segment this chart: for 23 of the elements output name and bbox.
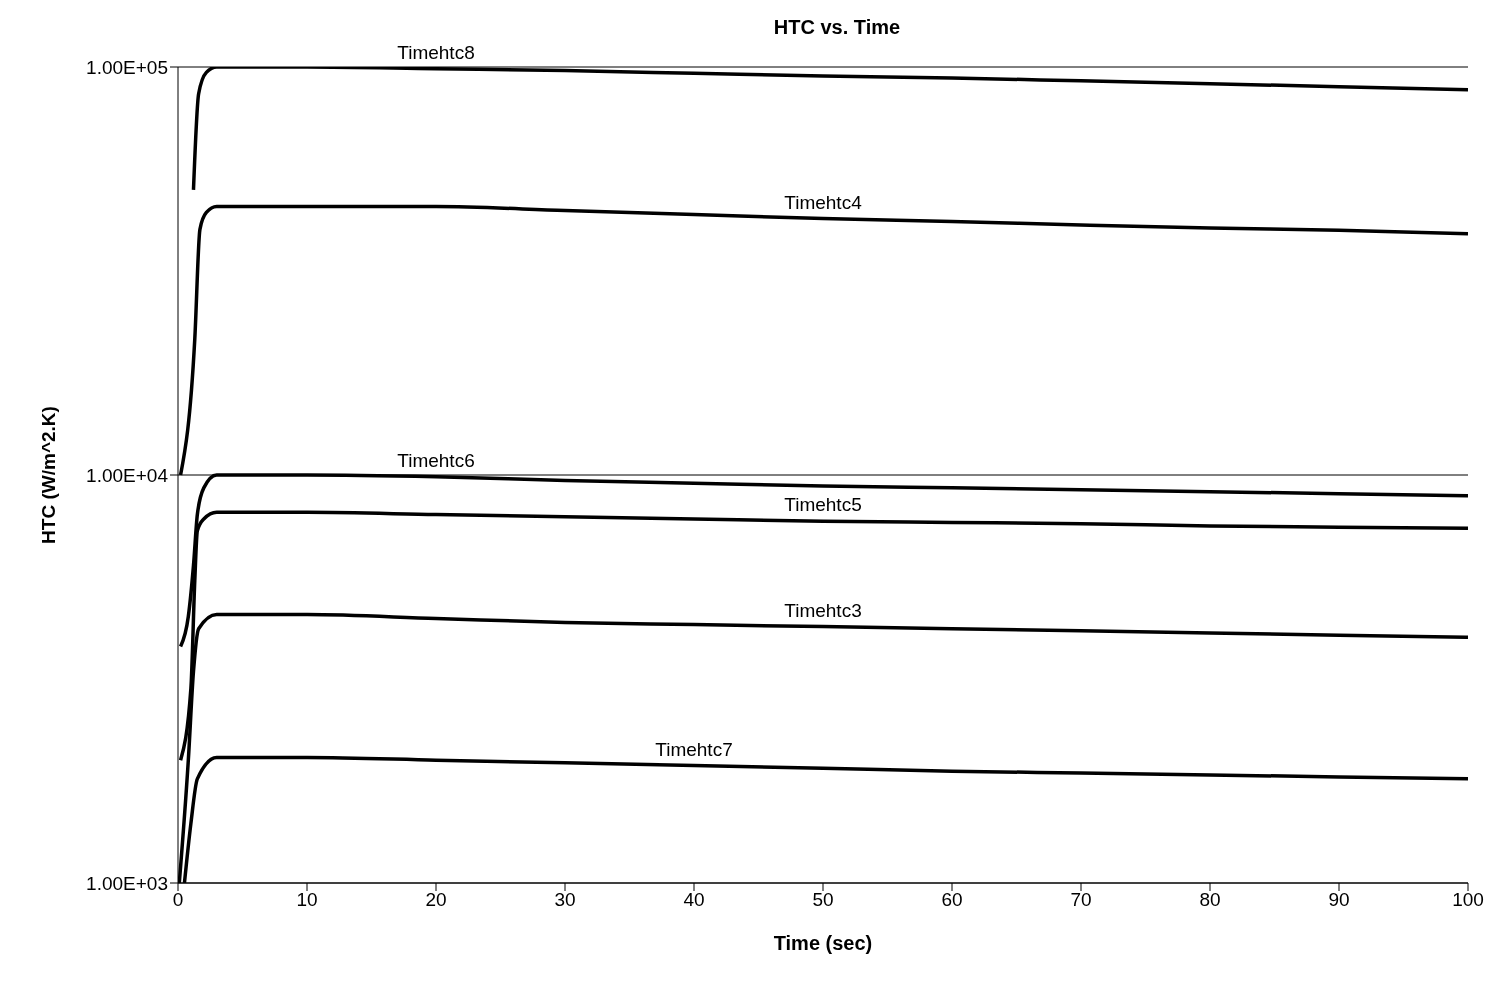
- chart-title: HTC vs. Time: [772, 16, 902, 39]
- x-tick-label: 20: [425, 889, 447, 911]
- x-axis-title: Time (sec): [773, 932, 873, 954]
- series-label: Timehtc7: [655, 738, 733, 760]
- x-tick-label: 100: [1452, 889, 1484, 911]
- y-axis-title: HTC (W/m^2.K): [37, 406, 59, 544]
- y-tick-label: 1.00E+03: [86, 872, 168, 894]
- series-label: Timehtc6: [397, 449, 475, 471]
- series-label: Timehtc5: [784, 494, 862, 516]
- x-tick-label: 80: [1199, 889, 1221, 911]
- x-tick-label: 10: [296, 889, 318, 911]
- x-tick-label: 0: [172, 889, 184, 911]
- x-tick-label: 30: [554, 889, 576, 911]
- x-tick-label: 90: [1328, 889, 1350, 911]
- x-tick-label: 40: [683, 889, 705, 911]
- series-label: Timehtc3: [784, 599, 862, 621]
- x-tick-label: 50: [812, 889, 834, 911]
- y-tick-label: 1.00E+04: [86, 464, 169, 486]
- series-label: Timehtc8: [397, 41, 475, 63]
- x-tick-label: 60: [941, 889, 963, 911]
- x-tick-label: 70: [1070, 889, 1092, 911]
- series-label: Timehtc4: [784, 191, 863, 213]
- y-tick-label: 1.00E+05: [86, 56, 168, 78]
